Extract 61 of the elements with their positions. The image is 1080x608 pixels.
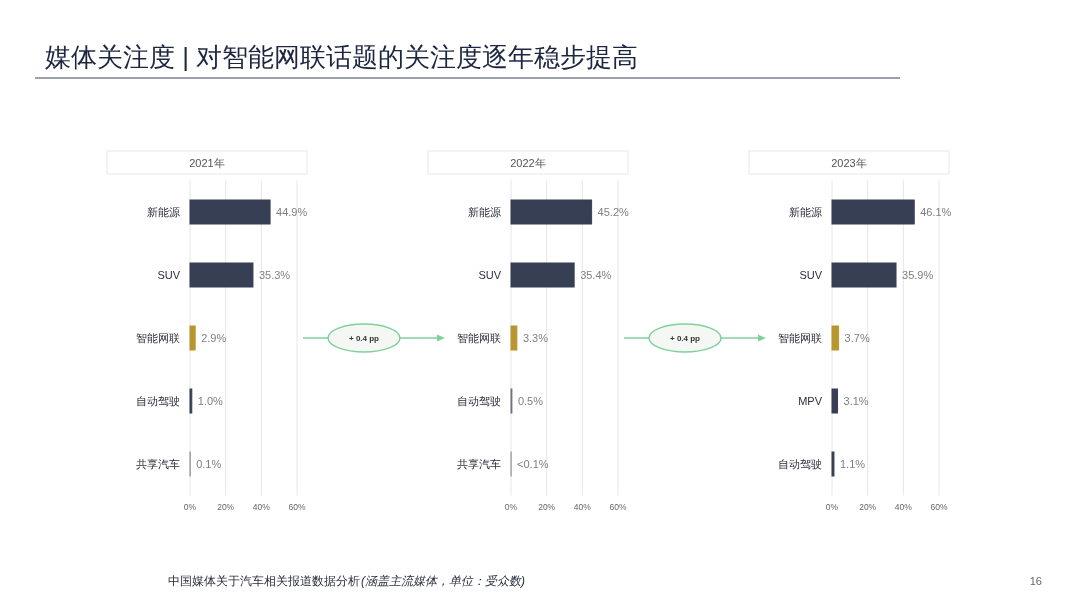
x-tick-label: 20% (859, 502, 877, 512)
chart-title: 2022年 (510, 156, 546, 169)
x-tick-label: 20% (217, 502, 235, 512)
y-tick-label: 共享汽车 (457, 458, 501, 470)
data-label: 3.3% (522, 332, 549, 344)
x-tick-label: 60% (930, 502, 948, 512)
x-tick-label: 0% (825, 502, 839, 512)
bar (831, 325, 840, 351)
text: + 0.4 pp (669, 334, 701, 343)
text: (涵盖主流媒体，单位：受众数) (361, 574, 525, 588)
bar (189, 199, 271, 225)
y-tick-label: SUV (157, 269, 181, 281)
x-tick-label: 60% (609, 502, 627, 512)
bar (510, 262, 575, 288)
chart-title: 2023年 (831, 156, 867, 169)
data-label: 45.2% (597, 206, 630, 218)
y-tick-label: 智能网联 (778, 332, 822, 344)
x-tick-label: 20% (538, 502, 556, 512)
data-label: 44.9% (276, 206, 308, 218)
y-tick-label: SUV (799, 269, 823, 281)
data-label: 0.1% (196, 458, 222, 470)
data-label: 3.1% (843, 395, 869, 407)
data-label: 46.1% (920, 206, 952, 218)
x-tick-label: 40% (573, 502, 592, 512)
x-tick-label: 0% (183, 502, 197, 512)
data-label: <0.1% (517, 458, 549, 470)
x-tick-label: 60% (288, 502, 306, 512)
y-tick-label: 智能网联 (457, 332, 501, 344)
y-tick-label: 自动驾驶 (778, 458, 822, 470)
bar (831, 199, 915, 225)
bar (510, 325, 518, 351)
data-label: 0.5% (517, 395, 544, 407)
bar (510, 199, 593, 225)
data-label: 2.9% (201, 332, 227, 344)
bar (189, 325, 196, 351)
data-label: 35.3% (258, 269, 291, 281)
x-tick-label: 40% (252, 502, 271, 512)
y-tick-label: 自动驾驶 (136, 395, 180, 407)
y-tick-label: 自动驾驶 (457, 395, 501, 407)
y-tick-label: 新能源 (147, 206, 180, 218)
bar (831, 262, 897, 288)
data-label: 35.9% (902, 269, 934, 281)
y-tick-label: 新能源 (789, 206, 822, 218)
data-label: 1.0% (197, 395, 224, 407)
data-label: 1.1% (839, 458, 866, 470)
bar (831, 388, 839, 414)
y-tick-label: 共享汽车 (136, 458, 180, 470)
y-tick-label: SUV (478, 269, 502, 281)
data-label: 35.4% (580, 269, 612, 281)
text: 中国媒体关于汽车相关报道数据分析 (168, 574, 360, 588)
chart-title: 2021年 (189, 156, 225, 169)
y-tick-label: MPV (798, 395, 823, 407)
text: + 0.4 pp (348, 334, 380, 343)
bar (189, 262, 254, 288)
x-tick-label: 0% (504, 502, 518, 512)
text: 16 (1029, 575, 1042, 587)
text: 媒体关注度 | 对智能网联话题的关注度逐年稳步提高 (45, 42, 639, 72)
x-tick-label: 40% (894, 502, 913, 512)
data-label: 3.7% (844, 332, 870, 344)
y-tick-label: 智能网联 (136, 332, 180, 344)
y-tick-label: 新能源 (468, 206, 501, 218)
